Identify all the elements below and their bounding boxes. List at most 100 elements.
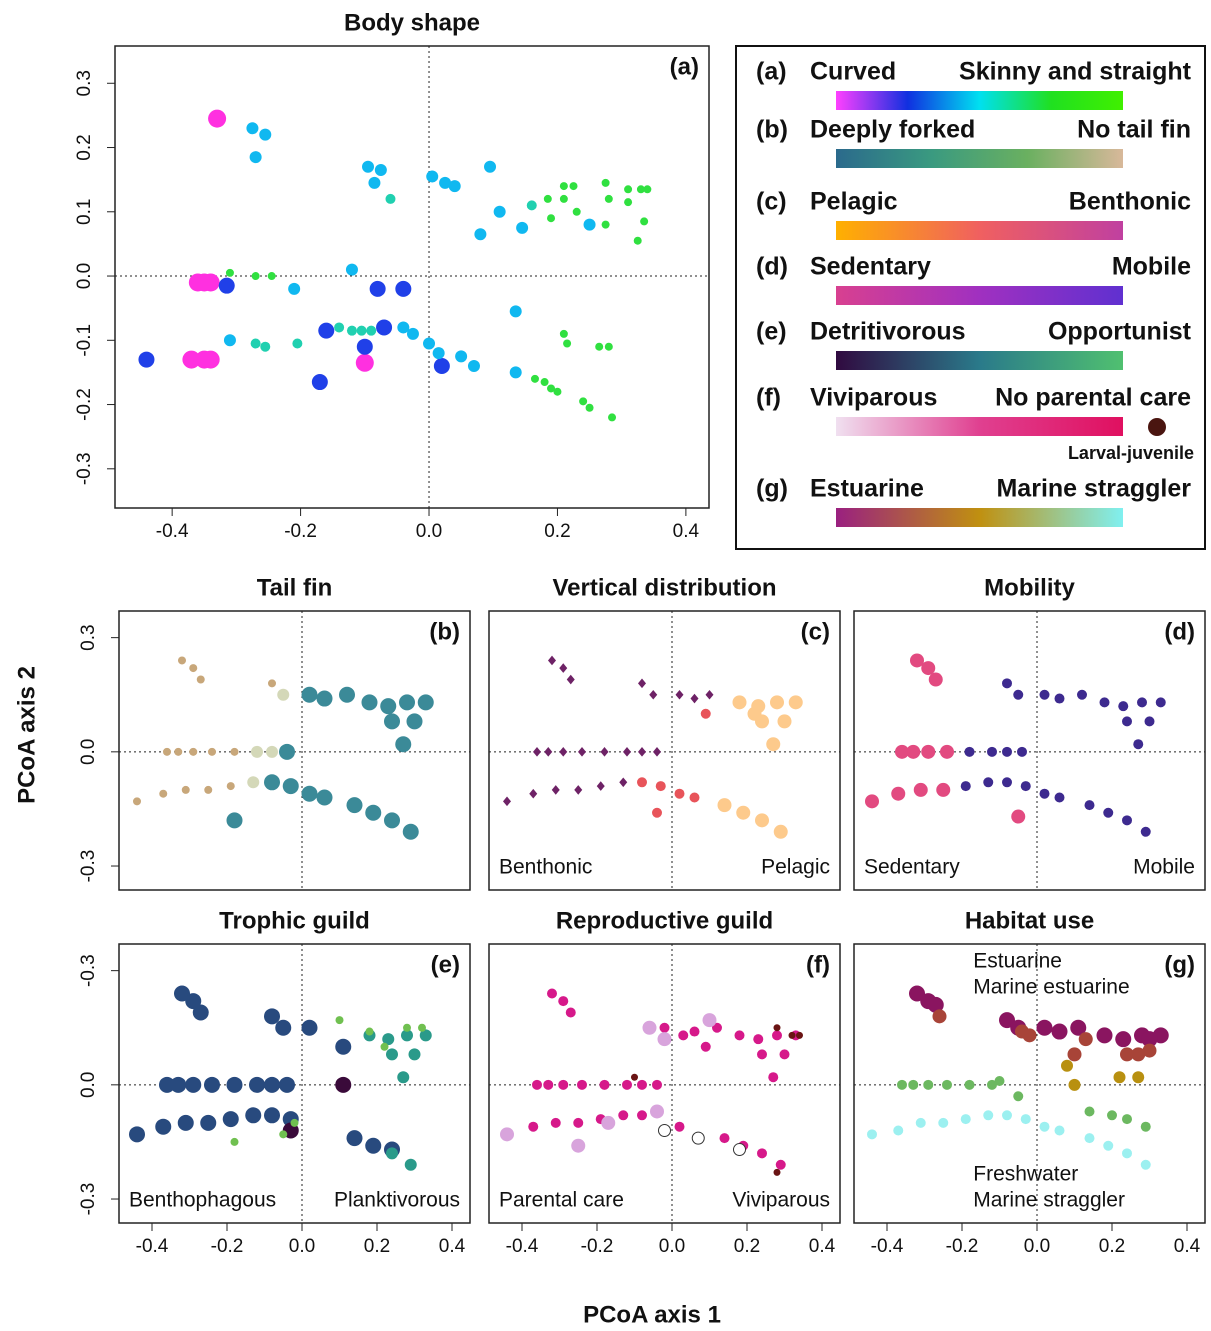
point <box>563 339 572 348</box>
point <box>543 194 552 203</box>
point <box>185 1076 202 1093</box>
point <box>1054 1125 1065 1136</box>
point <box>559 747 568 757</box>
y-tick-label: -0.3 <box>78 954 99 987</box>
panel-letter: (c) <box>801 618 830 645</box>
point <box>1084 1133 1095 1144</box>
point <box>397 1071 410 1084</box>
point <box>316 789 333 806</box>
point <box>1137 697 1147 708</box>
point <box>266 745 278 758</box>
point <box>301 785 318 802</box>
point <box>250 338 261 349</box>
corner-label: Planktivorous <box>334 1189 460 1212</box>
point <box>788 695 803 710</box>
point <box>155 1118 172 1135</box>
panel-title: Habitat use <box>965 907 1094 934</box>
point <box>1070 1019 1087 1036</box>
point <box>1140 826 1151 837</box>
point <box>674 1121 685 1132</box>
color-bar <box>836 351 1123 370</box>
point <box>423 337 436 350</box>
point <box>732 695 747 710</box>
point <box>777 714 792 729</box>
point <box>530 374 539 383</box>
corner-label: Viviparous <box>732 1189 830 1212</box>
point <box>987 1079 997 1090</box>
legend-dot <box>1148 418 1166 436</box>
x-tick-label: -0.4 <box>136 1236 169 1257</box>
point <box>987 746 997 757</box>
point <box>633 236 642 245</box>
legend-letter: (b) <box>756 116 788 144</box>
point <box>964 746 975 757</box>
point <box>574 785 583 795</box>
plot-frame <box>488 610 841 891</box>
x-tick-label: 0.2 <box>734 1236 760 1257</box>
point <box>133 797 141 806</box>
point <box>747 706 762 721</box>
point <box>553 387 562 396</box>
point <box>773 1168 781 1176</box>
point <box>159 1076 175 1093</box>
point <box>311 374 328 391</box>
legend-right: No tail fin <box>1077 116 1191 144</box>
point <box>637 1079 647 1090</box>
point <box>964 1079 975 1090</box>
point <box>335 1076 352 1093</box>
point <box>600 747 609 757</box>
point <box>279 743 295 760</box>
point <box>346 1130 363 1147</box>
point <box>529 788 538 799</box>
x-tick-label: -0.2 <box>946 1236 979 1257</box>
point <box>251 272 260 281</box>
point <box>218 277 235 294</box>
point <box>643 185 652 194</box>
x-tick-label: -0.2 <box>284 521 317 542</box>
y-tick-label: -0.3 <box>78 1183 99 1216</box>
panel-letter: (g) <box>1164 951 1195 978</box>
point <box>1140 1121 1151 1132</box>
y-tick-label: 0.0 <box>78 1072 99 1098</box>
point <box>585 403 594 412</box>
point <box>386 1048 398 1061</box>
point <box>923 1079 934 1090</box>
legend-right: Skinny and straight <box>959 58 1192 86</box>
point <box>573 1117 584 1128</box>
point <box>577 1079 587 1090</box>
point <box>196 675 205 684</box>
point <box>204 785 213 794</box>
legend-letter: (c) <box>756 188 787 216</box>
point <box>432 347 445 360</box>
point <box>700 708 711 719</box>
point <box>915 1117 926 1128</box>
point <box>404 1158 417 1171</box>
point <box>637 1110 647 1121</box>
point <box>484 160 497 173</box>
point <box>200 1114 217 1131</box>
point <box>418 1023 426 1032</box>
point <box>1141 1031 1158 1048</box>
point <box>578 747 586 757</box>
point <box>601 220 610 229</box>
point <box>796 1031 803 1039</box>
point <box>264 1107 280 1124</box>
panel-title: Vertical distribution <box>552 574 776 601</box>
point <box>339 686 355 703</box>
point <box>1120 1047 1134 1062</box>
point <box>417 694 434 711</box>
color-bar <box>836 417 1123 436</box>
point <box>608 413 617 422</box>
point <box>599 1079 610 1090</box>
point <box>503 796 511 807</box>
point <box>1022 1028 1037 1043</box>
legend-right: Mobile <box>1112 253 1191 281</box>
point <box>544 747 553 757</box>
panel-title: Reproductive guild <box>556 907 773 934</box>
plot-frame <box>488 943 841 1224</box>
point <box>408 1048 421 1061</box>
plot-frame <box>118 610 471 891</box>
point <box>689 792 700 803</box>
point <box>766 737 781 752</box>
